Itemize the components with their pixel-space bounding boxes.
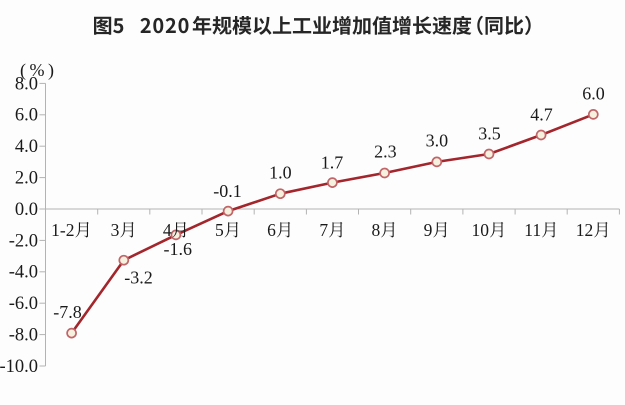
svg-text:0.0: 0.0: [15, 200, 38, 220]
svg-text:9: 9: [424, 220, 433, 240]
svg-text:2.0: 2.0: [15, 169, 38, 189]
svg-text:-1.6: -1.6: [164, 239, 193, 259]
svg-text:5: 5: [215, 220, 224, 240]
svg-text:7: 7: [319, 220, 328, 240]
svg-text:6.0: 6.0: [582, 84, 605, 104]
svg-text:-6.0: -6.0: [9, 294, 38, 314]
svg-text:-7.8: -7.8: [53, 302, 82, 322]
svg-text:8.0: 8.0: [15, 74, 38, 94]
svg-text:6.0: 6.0: [15, 106, 38, 126]
svg-text:2.3: 2.3: [374, 141, 397, 161]
svg-text:-2.0: -2.0: [9, 231, 38, 251]
svg-text:(%): (%): [20, 60, 57, 81]
svg-text:3.0: 3.0: [426, 130, 449, 150]
svg-text:11: 11: [524, 220, 541, 240]
svg-text:3: 3: [111, 220, 120, 240]
svg-text:4: 4: [163, 220, 172, 240]
svg-text:1-2: 1-2: [51, 220, 74, 240]
svg-text:12: 12: [576, 220, 594, 240]
svg-text:-8.0: -8.0: [9, 326, 38, 346]
svg-text:4.7: 4.7: [530, 105, 553, 125]
svg-text:1.0: 1.0: [269, 162, 292, 182]
svg-text:3.5: 3.5: [478, 124, 501, 144]
svg-text:-0.1: -0.1: [213, 181, 242, 201]
svg-text:10: 10: [472, 220, 490, 240]
svg-text:-3.2: -3.2: [124, 267, 153, 287]
svg-text:4.0: 4.0: [15, 137, 38, 157]
svg-text:8: 8: [371, 220, 380, 240]
svg-text:6: 6: [267, 220, 276, 240]
svg-text:-4.0: -4.0: [9, 263, 38, 283]
svg-text:1.7: 1.7: [321, 152, 344, 172]
svg-text:-10.0: -10.0: [0, 357, 38, 377]
